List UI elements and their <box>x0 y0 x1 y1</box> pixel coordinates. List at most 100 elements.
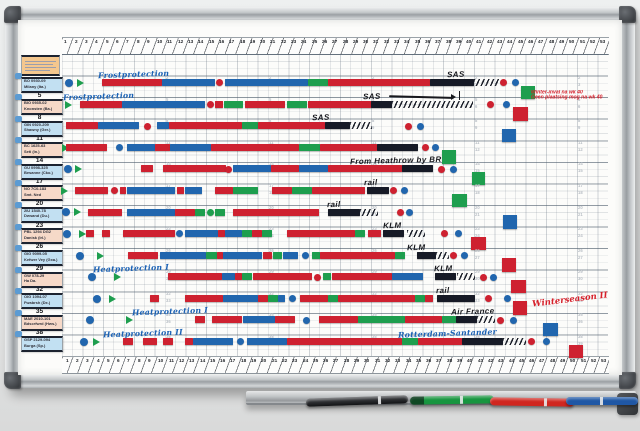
start-circle-magnet <box>65 78 74 87</box>
annotation-sas: SAS <box>362 91 381 101</box>
week-number-top: 51 <box>579 40 585 45</box>
card-code: GW 078-29 <box>24 273 45 278</box>
grid-row-number: 2 <box>372 76 374 81</box>
round-magnet-red <box>479 273 487 281</box>
square-magnet-red <box>470 236 487 251</box>
grid-row-number: 38 <box>166 335 171 340</box>
week-number-top: 13 <box>188 40 194 45</box>
row-clip-tab <box>15 72 22 79</box>
round-magnet-red <box>487 101 495 109</box>
round-magnet-red <box>422 144 430 152</box>
week-number-bottom: 43 <box>498 359 504 364</box>
grid-row-number: 14 <box>372 162 377 167</box>
bar-segment-red <box>338 294 416 302</box>
bar-segment-red <box>66 122 99 130</box>
grid-row-number: 38 <box>372 335 377 340</box>
row-clip-tab <box>15 158 22 165</box>
week-number-top: 12 <box>177 40 183 45</box>
grid-row-number: 26 <box>372 248 377 253</box>
square-magnet-red <box>568 344 584 359</box>
bar-segment-red <box>168 273 222 281</box>
round-magnet-blue <box>455 230 463 238</box>
round-magnet-blue <box>502 101 510 109</box>
bar-segment-red <box>175 208 195 216</box>
bar-segment-red <box>66 143 108 151</box>
card-code: PBL 1294 DG2 <box>24 230 52 235</box>
bar-segment-green <box>357 316 406 324</box>
hatch-segment <box>359 208 379 216</box>
bar-segment-blue <box>121 100 206 108</box>
week-number-bottom: 48 <box>549 359 555 364</box>
row-clip-tab <box>15 245 22 252</box>
grid-row-number: 5 <box>269 97 272 102</box>
grid-row-number: 5 <box>372 97 375 102</box>
week-number-bottom: 13 <box>189 359 195 364</box>
bar-segment-blue <box>98 122 140 130</box>
bar-segment-red <box>262 251 273 259</box>
row-card: BC 1625-63 Seti (In.) <box>21 142 63 159</box>
card-name: Smt. Ned <box>24 193 42 198</box>
week-number-bottom: 26 <box>323 359 329 364</box>
round-magnet-blue <box>432 144 440 152</box>
row-card: BO 0930-09 Milany (Ita.) <box>21 77 63 94</box>
week-number-top: 42 <box>486 40 492 45</box>
bar-segment-blue <box>156 122 170 130</box>
week-number-bottom: 18 <box>240 359 246 364</box>
week-number-bottom: 49 <box>560 359 566 364</box>
bar-segment-blue <box>192 338 233 346</box>
week-number-top: 5 <box>105 40 109 45</box>
week-number-bottom: 4 <box>96 359 100 364</box>
round-magnet-blue <box>405 208 413 216</box>
start-circle-magnet <box>85 316 94 325</box>
week-number-bottom: 3 <box>86 359 89 364</box>
start-triangle-magnet <box>125 316 133 325</box>
grid-row-number: 24 <box>475 234 480 239</box>
start-triangle-magnet <box>78 229 86 238</box>
grid-row-number: 23 <box>269 227 274 232</box>
bar-segment-green <box>194 208 206 216</box>
square-magnet-blue <box>543 323 558 337</box>
week-number-top: 8 <box>136 40 140 45</box>
bar-segment-green <box>401 338 419 346</box>
week-number-bottom: 52 <box>591 359 597 364</box>
bar-segment-black <box>429 79 475 87</box>
start-triangle-magnet <box>92 337 100 346</box>
bar-segment-blue <box>184 187 203 195</box>
bar-segment-red <box>216 251 223 259</box>
card-name: Burga (Sp.) <box>24 344 46 349</box>
bar-segment-red <box>184 338 193 346</box>
bar-segment-red <box>235 273 243 281</box>
bar-segment-black <box>371 100 392 108</box>
round-magnet-red <box>390 187 398 195</box>
round-magnet-red <box>500 79 508 87</box>
card-code: GIG 9099-05 <box>24 252 47 257</box>
round-magnet-red <box>225 165 233 173</box>
bar-segment-red <box>299 294 328 302</box>
row-group-number: 23 <box>35 221 44 229</box>
week-number-top: 16 <box>218 40 225 45</box>
grid-row-number: 5 <box>578 97 581 102</box>
week-number-top: 19 <box>249 40 256 45</box>
bar-segment-red <box>162 338 174 346</box>
frame-corner-bottom-right <box>619 372 636 389</box>
bar-segment-green <box>242 273 252 281</box>
week-number-top: 6 <box>115 40 119 45</box>
square-magnet-green <box>521 85 535 100</box>
grid-row-number: 26 <box>475 248 480 253</box>
week-number-bottom: 19 <box>251 359 257 364</box>
week-number-top: 49 <box>558 40 565 45</box>
grid-row-number: 29 <box>578 270 583 275</box>
grid-row-number: 18 <box>578 191 583 196</box>
square-magnet-red <box>513 301 527 315</box>
card-code: OIG 1094-07 <box>24 295 47 300</box>
week-number-top: 20 <box>260 40 266 45</box>
week-number-bottom: 34 <box>405 359 411 364</box>
week-number-top: 35 <box>414 40 420 45</box>
grid-row-number: 29 <box>372 270 377 275</box>
bar-segment-green <box>273 251 283 259</box>
bar-segment-blue <box>247 338 287 346</box>
grid-row-number: 2 <box>578 76 581 81</box>
bar-segment-red <box>217 230 225 238</box>
bar-segment-green <box>242 122 258 130</box>
week-number-bottom: 21 <box>271 359 277 364</box>
